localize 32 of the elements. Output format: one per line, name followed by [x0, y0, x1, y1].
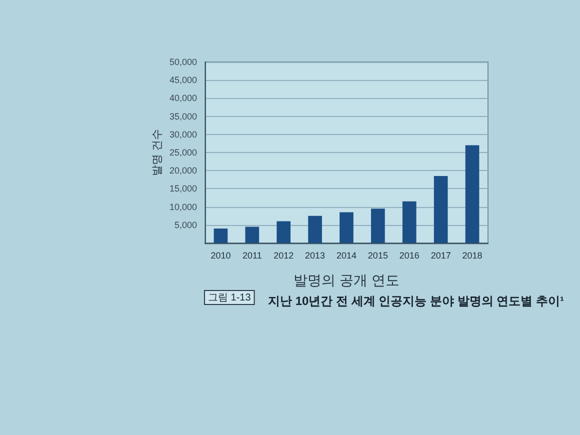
x-tick-label: 2015 — [368, 250, 388, 260]
x-tick-label: 2012 — [274, 250, 294, 260]
bar — [371, 208, 385, 243]
bar — [308, 216, 322, 243]
x-tick-label: 2017 — [430, 250, 451, 260]
y-tick-label: 30,000 — [169, 129, 197, 140]
x-tick-label: 2011 — [242, 250, 262, 260]
y-tick-label: 45,000 — [169, 75, 197, 86]
x-tick-label: 2010 — [210, 250, 231, 260]
x-tick-label: 2018 — [462, 250, 482, 260]
bar — [276, 221, 291, 243]
y-tick-label: 5,000 — [174, 220, 197, 230]
text: 지난 10년간 전 세계 인공지능 분야 발명의 연도별 추이¹ — [268, 294, 564, 308]
bar — [402, 201, 416, 243]
y-tick-label: 10,000 — [169, 202, 197, 212]
y-axis-title: 발명 건수 — [152, 128, 164, 176]
y-tick-label: 25,000 — [169, 148, 197, 158]
x-tick-label: 2013 — [305, 250, 326, 260]
bar — [214, 228, 228, 243]
y-tick-label: 15,000 — [169, 184, 197, 194]
y-tick-label: 20,000 — [169, 166, 197, 176]
y-tick-label: 35,000 — [169, 111, 197, 122]
bar — [245, 226, 260, 243]
y-tick-label: 40,000 — [169, 93, 197, 104]
bar — [434, 176, 448, 243]
x-tick-label: 2014 — [336, 250, 357, 260]
x-axis-title: 발명의 공개 연도 — [294, 272, 400, 288]
x-tick-label: 2016 — [399, 250, 420, 260]
bar — [340, 212, 354, 243]
y-tick-label: 50,000 — [169, 57, 197, 67]
caption: 그림 1-13 — [208, 292, 252, 304]
bar — [465, 145, 480, 243]
